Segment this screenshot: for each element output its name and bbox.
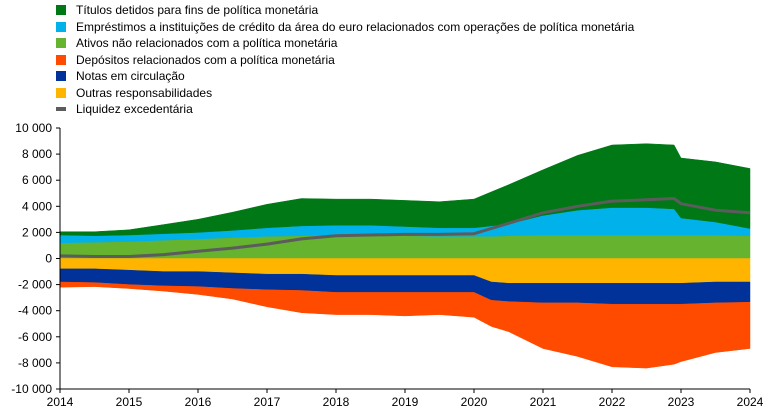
x-tick-label: 2017 [254, 395, 281, 409]
legend-swatch [56, 38, 66, 49]
legend-label: Ativos não relacionados com a política m… [76, 36, 338, 51]
x-tick-label: 2021 [530, 395, 557, 409]
legend-item: Depósitos relacionados com a política mo… [56, 52, 634, 69]
legend-swatch [56, 21, 66, 32]
y-tick-label: 0 [45, 252, 52, 266]
y-tick-label: -8 000 [18, 356, 52, 370]
legend: Títulos detidos para fins de política mo… [56, 2, 634, 118]
legend-swatch [56, 5, 66, 16]
x-tick-label: 2024 [737, 395, 764, 409]
legend-label: Títulos detidos para fins de política mo… [76, 3, 319, 18]
legend-label: Empréstimos a instituições de crédito da… [76, 19, 635, 34]
y-tick-label: 8 000 [22, 147, 52, 161]
legend-swatch [56, 54, 66, 65]
y-tick-label: -6 000 [18, 330, 52, 344]
y-tick-label: 2 000 [22, 225, 52, 239]
legend-label: Depósitos relacionados com a política mo… [76, 52, 335, 67]
y-tick-label: 4 000 [22, 199, 52, 213]
legend-item: Ativos não relacionados com a política m… [56, 35, 634, 52]
y-tick-label: -4 000 [18, 304, 52, 318]
legend-swatch [56, 107, 66, 112]
legend-item: Liquidez excedentária [56, 101, 634, 118]
legend-item: Outras responsabilidades [56, 85, 634, 102]
x-tick-label: 2023 [668, 395, 695, 409]
liability-area-depositos-relacionados-com-a-politica [59, 281, 751, 369]
legend-item: Notas em circulação [56, 68, 634, 85]
legend-label: Liquidez excedentária [76, 102, 193, 117]
x-tick-label: 2018 [323, 395, 350, 409]
legend-label: Notas em circulação [76, 69, 185, 84]
excess-liquidity-line [59, 197, 751, 258]
y-tick-label: -2 000 [18, 278, 52, 292]
y-tick-label: 10 000 [15, 121, 52, 135]
x-tick-label: 2020 [461, 395, 488, 409]
legend-item: Títulos detidos para fins de política mo… [56, 2, 634, 19]
y-tick-label: -10 000 [11, 382, 52, 396]
x-tick-label: 2022 [599, 395, 626, 409]
x-tick-label: 2014 [47, 395, 74, 409]
asset-area-titulos-detidos-para-fins-de [59, 143, 751, 236]
legend-label: Outras responsabilidades [76, 85, 213, 100]
x-tick-label: 2016 [185, 395, 212, 409]
x-tick-label: 2019 [392, 395, 419, 409]
legend-item: Empréstimos a instituições de crédito da… [56, 19, 634, 36]
x-tick-label: 2015 [116, 395, 143, 409]
y-tick-label: 6 000 [22, 173, 52, 187]
legend-swatch [56, 71, 66, 82]
legend-swatch [56, 87, 66, 98]
